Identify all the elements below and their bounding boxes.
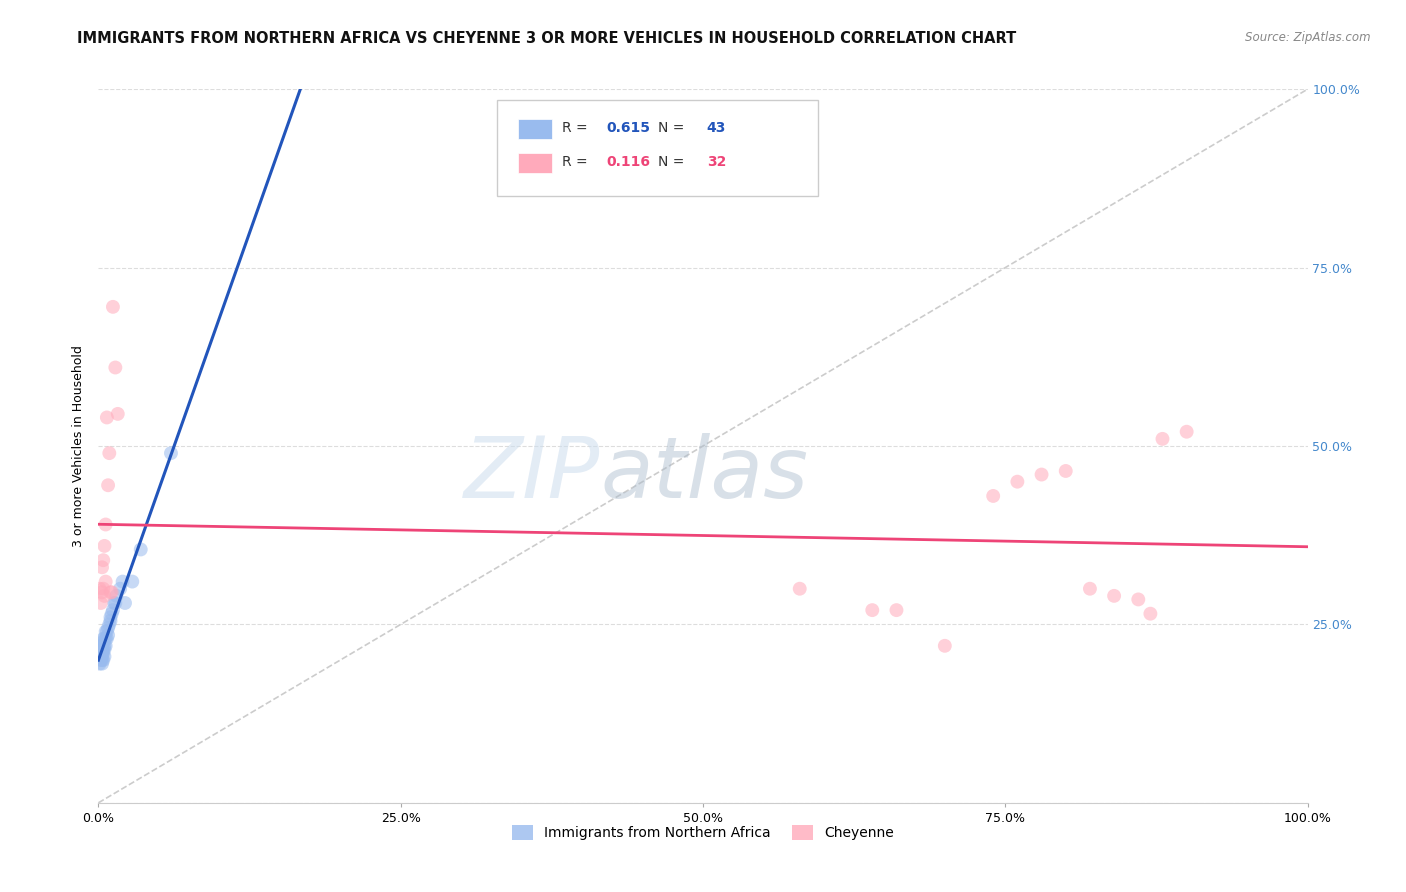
Text: 32: 32 [707,155,725,169]
Point [100,607,122,621]
Point [94,639,117,653]
Point [160,446,183,460]
Point [91,653,114,667]
Point [90,653,112,667]
Point [94,632,117,646]
Point [97,621,120,635]
Point [1007,475,1029,489]
Point [108,582,131,596]
Point [93,539,115,553]
Point [91,553,114,567]
Point [91,646,114,660]
Point [934,639,956,653]
Point [100,585,122,599]
Point [91,653,114,667]
Point [101,300,124,314]
Point [1175,425,1198,439]
Point [91,657,114,671]
Text: N =: N = [658,155,689,169]
Point [91,646,114,660]
FancyBboxPatch shape [517,153,551,173]
Point [91,639,114,653]
Point [96,632,118,646]
Point [93,632,115,646]
Point [107,407,129,421]
Point [96,410,118,425]
Point [98,617,121,632]
Point [1102,589,1125,603]
Point [90,596,112,610]
Text: 43: 43 [707,121,725,136]
Y-axis label: 3 or more Vehicles in Household: 3 or more Vehicles in Household [72,345,86,547]
Text: IMMIGRANTS FROM NORTHERN AFRICA VS CHEYENNE 3 OR MORE VEHICLES IN HOUSEHOLD CORR: IMMIGRANTS FROM NORTHERN AFRICA VS CHEYE… [77,31,1017,46]
Point [94,574,117,589]
Point [93,639,115,653]
FancyBboxPatch shape [498,100,818,196]
Text: R =: R = [561,121,592,136]
Point [94,624,117,639]
Point [98,446,121,460]
Point [93,642,115,657]
Point [89,657,111,671]
Text: R =: R = [561,155,592,169]
Point [104,596,127,610]
Text: atlas: atlas [600,433,808,516]
Text: Source: ZipAtlas.com: Source: ZipAtlas.com [1246,31,1371,45]
Point [90,639,112,653]
Point [1078,582,1101,596]
Point [100,585,122,599]
Text: ZIP: ZIP [464,433,600,516]
Point [104,360,127,375]
Point [89,646,111,660]
Point [105,589,128,603]
Point [94,517,117,532]
Point [90,646,112,660]
Point [89,582,111,596]
Point [789,582,811,596]
Point [91,642,114,657]
Point [91,635,114,649]
Point [93,649,115,664]
Point [91,560,114,574]
Point [97,628,120,642]
Point [93,589,115,603]
Point [1128,592,1150,607]
Point [91,632,114,646]
FancyBboxPatch shape [517,120,551,139]
Point [91,649,114,664]
Point [114,596,136,610]
Text: 0.116: 0.116 [606,155,650,169]
Point [100,614,122,628]
Point [97,478,120,492]
Point [1031,467,1053,482]
Legend: Immigrants from Northern Africa, Cheyenne: Immigrants from Northern Africa, Cheyenn… [508,820,898,846]
Point [129,542,152,557]
Point [90,649,112,664]
Point [1139,607,1161,621]
Point [100,610,122,624]
Point [981,489,1004,503]
Point [111,574,134,589]
Point [96,624,118,639]
Point [91,642,114,657]
Text: 0.615: 0.615 [606,121,650,136]
Text: N =: N = [658,121,689,136]
Point [860,603,883,617]
Point [101,603,124,617]
Point [886,603,908,617]
Point [1054,464,1077,478]
Point [121,574,143,589]
Point [103,596,125,610]
Point [1152,432,1174,446]
Point [91,585,114,599]
Point [89,642,111,657]
Point [91,582,114,596]
